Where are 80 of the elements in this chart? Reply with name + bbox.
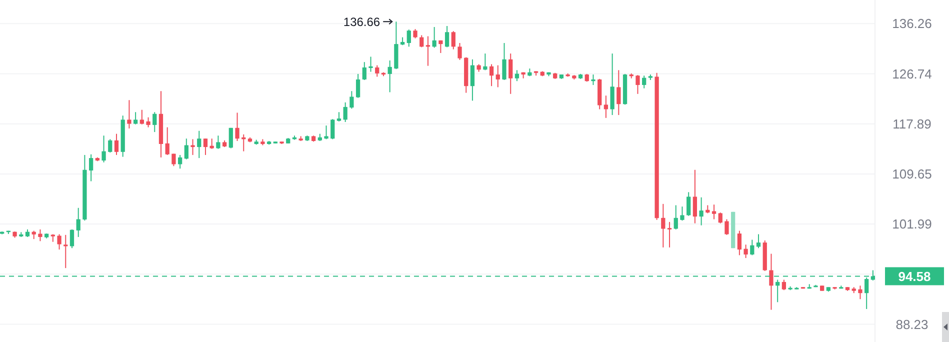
candlestick bbox=[744, 244, 748, 259]
candlestick bbox=[330, 118, 335, 140]
candlestick bbox=[686, 192, 691, 216]
candlestick bbox=[496, 64, 500, 88]
candlestick bbox=[406, 29, 411, 48]
candlestick bbox=[667, 221, 672, 248]
candlestick bbox=[368, 56, 373, 72]
candlestick bbox=[674, 204, 678, 230]
candlestick bbox=[114, 133, 119, 156]
candlestick bbox=[350, 90, 354, 110]
candlestick bbox=[769, 253, 774, 310]
candlestick bbox=[432, 26, 436, 48]
candlestick bbox=[362, 62, 366, 81]
candlestick bbox=[604, 95, 608, 118]
candlestick bbox=[692, 169, 698, 224]
candlestick bbox=[235, 112, 240, 142]
candlestick bbox=[718, 212, 722, 224]
candlestick bbox=[57, 234, 62, 250]
candlestick bbox=[458, 42, 462, 60]
candlestick bbox=[756, 234, 761, 249]
candlestick bbox=[514, 70, 520, 82]
candlestick bbox=[858, 285, 862, 300]
candlestick bbox=[420, 34, 424, 48]
candlestick bbox=[776, 279, 780, 303]
candlestick bbox=[172, 153, 176, 167]
candlestick bbox=[444, 25, 450, 48]
candlestick bbox=[470, 58, 475, 102]
y-tick-label: 88.23 bbox=[896, 316, 928, 332]
candlestick bbox=[712, 204, 716, 220]
candlestick bbox=[388, 60, 392, 93]
candlestick bbox=[133, 112, 138, 125]
candlestick bbox=[336, 112, 342, 122]
candlestick bbox=[127, 100, 132, 129]
candlestick bbox=[152, 112, 157, 133]
candlestick bbox=[782, 279, 786, 291]
ref-line-label: 94.58 bbox=[898, 268, 931, 284]
candlestick bbox=[343, 102, 348, 123]
y-tick-label: 109.65 bbox=[892, 166, 932, 182]
candlestick bbox=[203, 138, 208, 156]
candlestick bbox=[178, 154, 182, 170]
candlestick bbox=[140, 109, 144, 125]
y-tick-label: 136.26 bbox=[892, 16, 932, 32]
candlestick bbox=[413, 28, 418, 39]
candlestick bbox=[324, 125, 328, 140]
candlestick bbox=[680, 206, 684, 222]
candlestick bbox=[38, 228, 42, 242]
candlestick bbox=[699, 196, 704, 226]
candlestick bbox=[88, 154, 94, 182]
candlestick bbox=[146, 116, 150, 128]
candlestick bbox=[451, 30, 456, 50]
candlestick bbox=[76, 207, 80, 238]
candlestick bbox=[197, 130, 202, 159]
candlestick bbox=[190, 138, 195, 156]
candlestick bbox=[724, 218, 729, 236]
candlestick bbox=[610, 53, 614, 116]
candlestick bbox=[228, 127, 233, 149]
candlestick bbox=[591, 74, 596, 86]
candlestick bbox=[108, 138, 112, 154]
y-tick-label: 126.74 bbox=[892, 66, 932, 82]
y-tick-label: 101.99 bbox=[892, 216, 932, 232]
candlestick bbox=[502, 42, 506, 81]
y-tick-label: 117.89 bbox=[892, 116, 932, 132]
candlestick bbox=[356, 73, 360, 98]
candlestick bbox=[489, 64, 494, 87]
candlestick bbox=[661, 203, 666, 248]
candlestick bbox=[70, 228, 74, 249]
candlestick bbox=[508, 53, 513, 94]
candlestick bbox=[426, 36, 430, 66]
candlestick bbox=[375, 64, 380, 78]
candlestick bbox=[750, 239, 754, 256]
candlestick bbox=[165, 126, 170, 156]
candlestick bbox=[102, 135, 106, 163]
candlestick bbox=[636, 74, 640, 94]
annotation: 136.66 bbox=[343, 14, 380, 29]
candlestick bbox=[737, 230, 742, 256]
candlestick bbox=[438, 40, 443, 54]
candlestick bbox=[642, 75, 646, 89]
candlestick bbox=[216, 135, 220, 150]
candlestick bbox=[184, 138, 188, 160]
candlestick bbox=[616, 70, 621, 116]
